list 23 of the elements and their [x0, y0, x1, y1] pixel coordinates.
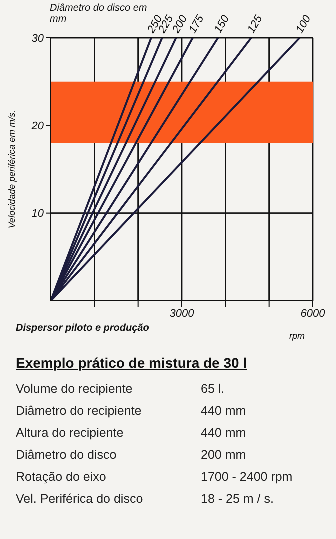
y-tick-label: 20	[30, 120, 45, 133]
text: Diâmetro do recipiente	[16, 404, 142, 418]
text: 18 - 25 m / s.	[201, 492, 275, 506]
y-axis-title: Velocidade periférica em m/s.	[7, 110, 18, 229]
text: Exemplo prático de mistura de 30 l	[16, 355, 248, 371]
x-axis-title: rpm	[290, 331, 306, 341]
text: Vel. Periférica do disco	[16, 492, 144, 506]
x-tick-label: 3000	[170, 308, 196, 320]
legend-title: Diâmetro do disco em mm	[50, 3, 148, 25]
text: 440 mm	[201, 404, 248, 418]
y-tick-label: 10	[32, 208, 45, 220]
text: Volume do recipiente	[16, 382, 133, 396]
y-tick-label: 30	[32, 32, 45, 45]
text: Altura do recipiente	[16, 426, 124, 440]
text: 1700 - 2400 rpm	[201, 470, 294, 484]
text: Rotação do eixo	[16, 470, 106, 484]
text: 65 l.	[201, 382, 226, 396]
text: Dispersor piloto e produção	[16, 323, 150, 334]
x-tick-label: 6000	[300, 308, 326, 320]
text: Diâmetro do disco	[16, 448, 117, 462]
text: 100	[294, 12, 314, 36]
text: 440 mm	[201, 426, 248, 440]
text: 200 mm	[201, 448, 248, 462]
